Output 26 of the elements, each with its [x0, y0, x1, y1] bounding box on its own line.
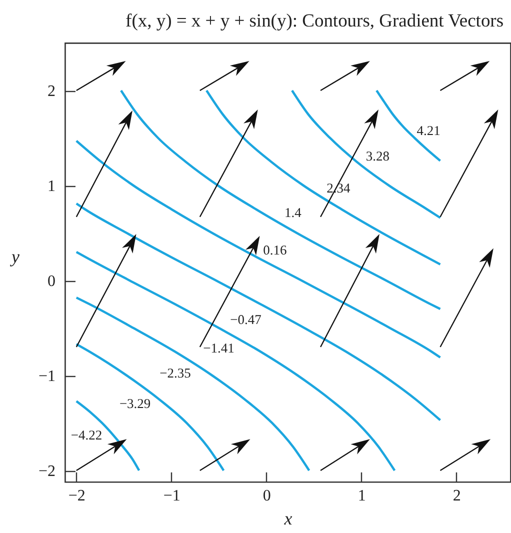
- series-label: −2.35: [160, 365, 192, 380]
- line-series: [205, 89, 442, 266]
- series-label: 3.28: [366, 148, 390, 164]
- y-tick-label: 0: [48, 272, 56, 290]
- x-tick-label: −2: [68, 487, 86, 504]
- x-tick-label: 1: [358, 487, 366, 504]
- line-series: [75, 202, 442, 422]
- series-label: −1.41: [203, 340, 234, 356]
- series-label: 1.4: [284, 205, 302, 220]
- y-tick-label: −1: [38, 368, 56, 385]
- y-tick-label: 1: [48, 178, 56, 195]
- series-label: −0.47: [230, 312, 262, 328]
- line-series: [75, 140, 442, 359]
- y-axis-title: y: [10, 246, 20, 266]
- y-tick-label: −2: [38, 462, 56, 480]
- x-tick-label: 0: [262, 487, 271, 504]
- series-label: 4.21: [416, 123, 440, 138]
- chart-title: f(x, y) = x + y + sin(y): Contours, Gradient Vectors: [126, 10, 504, 30]
- x-tick-label: 2: [452, 487, 461, 504]
- series-label: −3.29: [119, 396, 151, 412]
- series-label: 0.16: [263, 242, 287, 258]
- series-label: −4.22: [70, 427, 102, 442]
- y-tick-label: 2: [48, 83, 56, 100]
- x-tick-label: −1: [163, 487, 180, 504]
- line-series: [120, 89, 442, 310]
- x-axis-title: x: [283, 508, 292, 528]
